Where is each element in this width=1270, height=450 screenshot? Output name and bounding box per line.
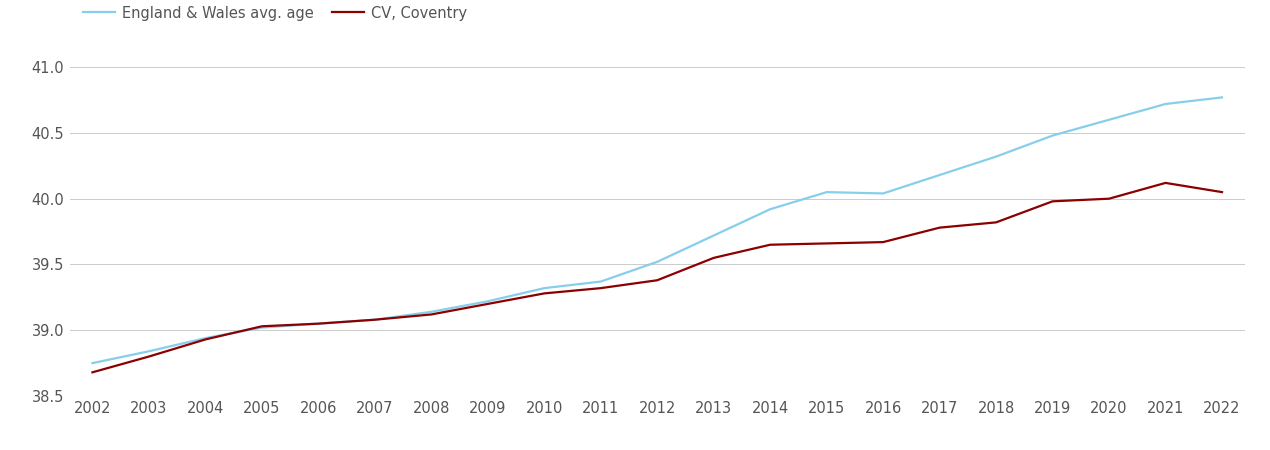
CV, Coventry (988, 220, 1003, 225)
England & Wales avg. age (424, 309, 439, 315)
CV, Coventry (85, 369, 100, 375)
England & Wales avg. age (932, 172, 947, 178)
CV, Coventry (875, 239, 890, 245)
England & Wales avg. age (593, 279, 608, 284)
England & Wales avg. age (311, 321, 326, 326)
England & Wales avg. age (537, 285, 552, 291)
CV, Coventry (1101, 196, 1116, 202)
England & Wales avg. age (254, 325, 269, 330)
England & Wales avg. age (85, 360, 100, 366)
CV, Coventry (367, 317, 382, 322)
England & Wales avg. age (198, 335, 213, 341)
CV, Coventry (819, 241, 834, 246)
England & Wales avg. age (819, 189, 834, 195)
CV, Coventry (593, 285, 608, 291)
Legend: England & Wales avg. age, CV, Coventry: England & Wales avg. age, CV, Coventry (77, 0, 472, 27)
CV, Coventry (1158, 180, 1173, 185)
CV, Coventry (424, 312, 439, 317)
CV, Coventry (537, 291, 552, 296)
CV, Coventry (649, 278, 664, 283)
England & Wales avg. age (141, 349, 156, 354)
CV, Coventry (311, 321, 326, 326)
England & Wales avg. age (875, 191, 890, 196)
CV, Coventry (932, 225, 947, 230)
Line: CV, Coventry: CV, Coventry (93, 183, 1222, 372)
CV, Coventry (480, 301, 495, 306)
England & Wales avg. age (762, 207, 777, 212)
England & Wales avg. age (1045, 133, 1060, 138)
CV, Coventry (1214, 189, 1229, 195)
CV, Coventry (198, 337, 213, 342)
CV, Coventry (254, 324, 269, 329)
England & Wales avg. age (367, 317, 382, 322)
CV, Coventry (141, 354, 156, 359)
England & Wales avg. age (706, 233, 721, 238)
CV, Coventry (762, 242, 777, 248)
England & Wales avg. age (1101, 117, 1116, 122)
England & Wales avg. age (1214, 94, 1229, 100)
Line: England & Wales avg. age: England & Wales avg. age (93, 97, 1222, 363)
England & Wales avg. age (988, 154, 1003, 159)
England & Wales avg. age (480, 299, 495, 304)
CV, Coventry (1045, 198, 1060, 204)
CV, Coventry (706, 255, 721, 261)
England & Wales avg. age (649, 259, 664, 265)
England & Wales avg. age (1158, 101, 1173, 107)
